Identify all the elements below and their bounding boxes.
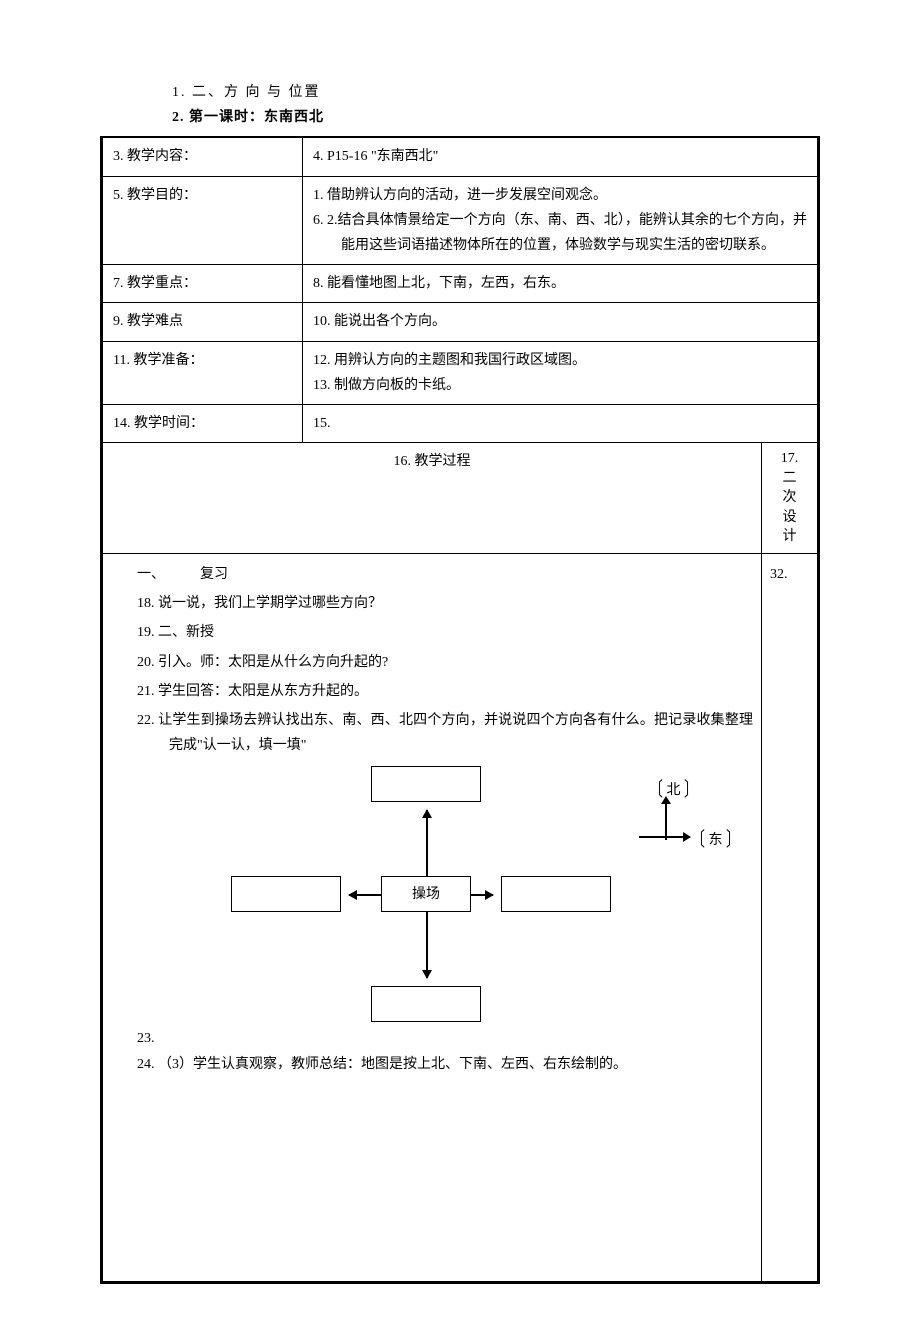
body-line: 24. （3）学生认真观察，教师总结：地图是按上北、下南、左西、右东绘制的。 — [111, 1052, 753, 1077]
body-line: 21. 学生回答：太阳是从东方升起的。 — [111, 679, 753, 704]
meta-content: 1. 借助辨认方向的活动，进一步发展空间观念。6. 2.结合具体情景给定一个方向… — [303, 176, 818, 265]
process-header: 16. 教学过程 — [103, 443, 762, 554]
side-body-num: 32. — [770, 567, 788, 582]
side-char-0: 二 — [766, 469, 813, 489]
meta-label: 7. 教学重点： — [103, 265, 303, 303]
meta-label: 9. 教学难点 — [103, 303, 303, 341]
body-line: 一、 复习 — [111, 562, 753, 587]
side-char-1: 次 — [766, 488, 813, 508]
meta-label: 3. 教学内容： — [103, 138, 303, 176]
meta-content: 10. 能说出各个方向。 — [303, 303, 818, 341]
diagram-box-left — [231, 876, 341, 912]
doc-title-1: 1. 二、方 向 与 位置 — [172, 80, 820, 105]
diagram-box-top — [371, 766, 481, 802]
direction-diagram: 操场〔 北 〕〔 东 〕 — [161, 766, 753, 1026]
body-line: 18. 说一说，我们上学期学过哪些方向？ — [111, 591, 753, 616]
meta-label: 11. 教学准备： — [103, 341, 303, 404]
diagram-box-center: 操场 — [381, 876, 471, 912]
body-line: 22. 让学生到操场去辨认找出东、南、西、北四个方向，并说说四个方向各有什么。把… — [111, 708, 753, 758]
compass-north-label: 〔 北 〕 — [649, 778, 698, 803]
compass-east-label: 〔 东 〕 — [691, 828, 740, 853]
side-char-3: 计 — [766, 527, 813, 547]
meta-label: 14. 教学时间： — [103, 404, 303, 442]
body-line: 23. — [111, 1026, 753, 1051]
lesson-plan-frame: 3. 教学内容：4. P15-16 "东南西北"5. 教学目的：1. 借助辨认方… — [100, 136, 820, 1283]
diagram-box-bottom — [371, 986, 481, 1022]
side-design-body: 32. — [762, 554, 818, 1282]
meta-content: 15. — [303, 404, 818, 442]
meta-label: 5. 教学目的： — [103, 176, 303, 265]
meta-content: 4. P15-16 "东南西北" — [303, 138, 818, 176]
diagram-box-right — [501, 876, 611, 912]
side-char-2: 设 — [766, 508, 813, 528]
side-design-header: 17. 二 次 设 计 — [762, 443, 818, 554]
lesson-plan-table: 3. 教学内容：4. P15-16 "东南西北"5. 教学目的：1. 借助辨认方… — [102, 137, 818, 1281]
compass-icon: 〔 北 〕〔 东 〕 — [621, 784, 741, 874]
side-num: 17. — [766, 449, 813, 469]
process-body: 一、 复习 18. 说一说，我们上学期学过哪些方向？ 19. 二、新授 20. 引入。… — [103, 554, 762, 1282]
meta-content: 8. 能看懂地图上北，下南，左西，右东。 — [303, 265, 818, 303]
body-line: 19. 二、新授 — [111, 620, 753, 645]
doc-title-2: 2. 第一课时：东南西北 — [172, 105, 820, 130]
body-line: 20. 引入。师：太阳是从什么方向升起的? — [111, 650, 753, 675]
meta-content: 12. 用辨认方向的主题图和我国行政区域图。13. 制做方向板的卡纸。 — [303, 341, 818, 404]
